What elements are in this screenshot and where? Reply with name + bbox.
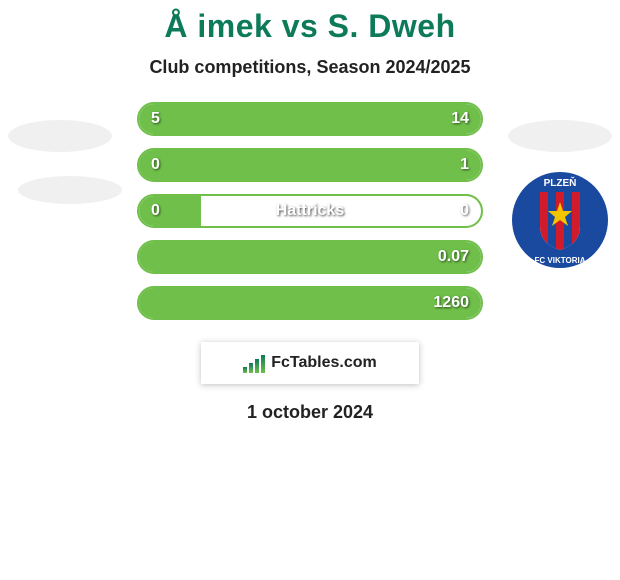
stat-right-value: 1 — [460, 156, 469, 174]
stat-row-matches: 5 Matches 14 — [137, 102, 483, 136]
bars-icon — [243, 353, 265, 373]
stat-fill-right — [228, 104, 481, 134]
stat-fill-right — [139, 242, 481, 272]
stat-right-value: 0 — [460, 202, 469, 220]
stat-row-min-per-goal: Min per goal 1260 — [137, 286, 483, 320]
stat-right-value: 14 — [451, 110, 469, 128]
footer-date: 1 october 2024 — [0, 402, 620, 423]
stat-right-value: 0.07 — [438, 248, 469, 266]
stat-left-value: 0 — [151, 156, 160, 174]
stat-left-value: 0 — [151, 202, 160, 220]
stat-left-value: 5 — [151, 110, 160, 128]
subtitle: Club competitions, Season 2024/2025 — [0, 57, 620, 78]
stat-row-goals-per-match: Goals per match 0.07 — [137, 240, 483, 274]
stats-area: 5 Matches 14 0 Goals 1 0 Hattricks 0 Goa… — [0, 102, 620, 320]
watermark: FcTables.com — [201, 342, 419, 384]
stat-row-hattricks: 0 Hattricks 0 — [137, 194, 483, 228]
watermark-text: FcTables.com — [271, 354, 377, 372]
stat-fill-right — [139, 288, 481, 318]
stat-right-value: 1260 — [433, 294, 469, 312]
stat-row-goals: 0 Goals 1 — [137, 148, 483, 182]
page-title: Å imek vs S. Dweh — [0, 0, 620, 45]
stat-fill-right — [139, 150, 481, 180]
stat-fill-left — [139, 196, 201, 226]
